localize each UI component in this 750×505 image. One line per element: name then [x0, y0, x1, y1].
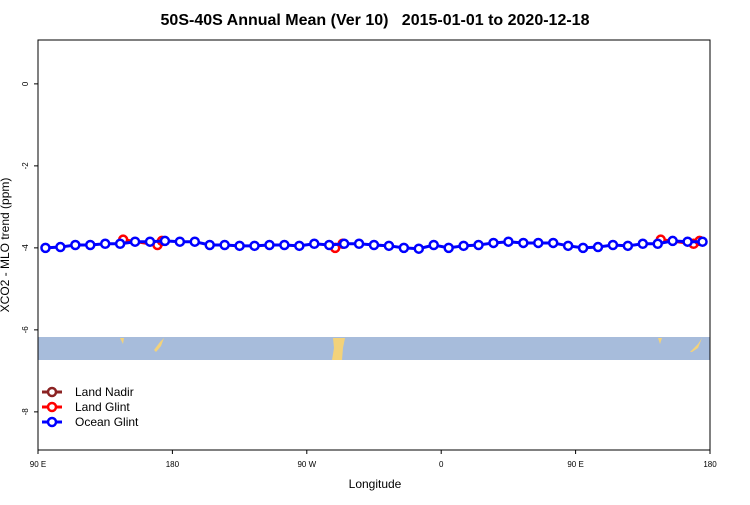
point	[682, 236, 693, 247]
point	[488, 237, 499, 249]
point	[368, 239, 380, 251]
point	[234, 240, 245, 252]
x-tick-label: 180	[703, 460, 717, 469]
y-axis-label: XCO2 - MLO trend (ppm)	[0, 178, 12, 313]
point	[652, 238, 663, 250]
point	[637, 238, 649, 250]
point	[114, 238, 126, 250]
point	[294, 240, 305, 252]
x-tick-label: 0	[439, 460, 444, 469]
map-strip	[38, 337, 710, 360]
point	[428, 239, 439, 251]
point	[323, 239, 335, 251]
point	[547, 237, 559, 249]
point	[204, 239, 215, 251]
legend-label: Land Nadir	[75, 385, 134, 399]
legend-marker	[46, 386, 58, 398]
point	[264, 239, 275, 251]
point	[353, 238, 365, 250]
point	[383, 240, 395, 252]
legend-marker	[46, 416, 58, 428]
point	[249, 240, 260, 252]
legend-label: Ocean Glint	[75, 415, 139, 429]
point	[562, 240, 574, 252]
point	[413, 243, 425, 254]
x-tick-label: 90 W	[297, 460, 316, 469]
point	[503, 236, 514, 247]
point	[99, 238, 111, 250]
legend-marker	[46, 401, 58, 413]
point	[40, 242, 51, 254]
point	[667, 235, 678, 247]
point	[622, 240, 634, 252]
point	[533, 237, 544, 249]
x-tick-label: 90 E	[567, 460, 583, 469]
point	[473, 239, 484, 251]
point	[189, 236, 201, 247]
point	[338, 238, 350, 250]
point	[577, 242, 589, 254]
x-tick-label: 180	[166, 460, 180, 469]
point	[159, 235, 171, 247]
y-tick-label: -2	[21, 162, 30, 170]
point	[85, 239, 96, 251]
point	[219, 239, 230, 251]
point	[443, 242, 454, 254]
point	[279, 239, 290, 251]
y-tick-label: -8	[21, 408, 30, 416]
y-tick-label: -6	[21, 326, 30, 334]
point	[592, 241, 604, 253]
point	[309, 238, 320, 250]
legend-label: Land Glint	[75, 400, 130, 414]
point	[70, 239, 81, 251]
point	[607, 239, 619, 251]
point	[55, 241, 66, 253]
y-tick-label: 0	[21, 81, 30, 86]
plot-frame	[37, 39, 711, 451]
point	[518, 237, 529, 249]
y-tick-label: -4	[21, 244, 30, 252]
point	[398, 242, 410, 254]
point	[174, 236, 186, 247]
x-tick-label: 90 E	[30, 460, 46, 469]
x-axis-label: Longitude	[349, 477, 402, 491]
point	[458, 240, 469, 252]
point	[129, 236, 141, 247]
point	[697, 236, 708, 247]
chart-title: 50S-40S Annual Mean (Ver 10) 2015-01-01 …	[161, 12, 590, 29]
point	[144, 236, 156, 247]
